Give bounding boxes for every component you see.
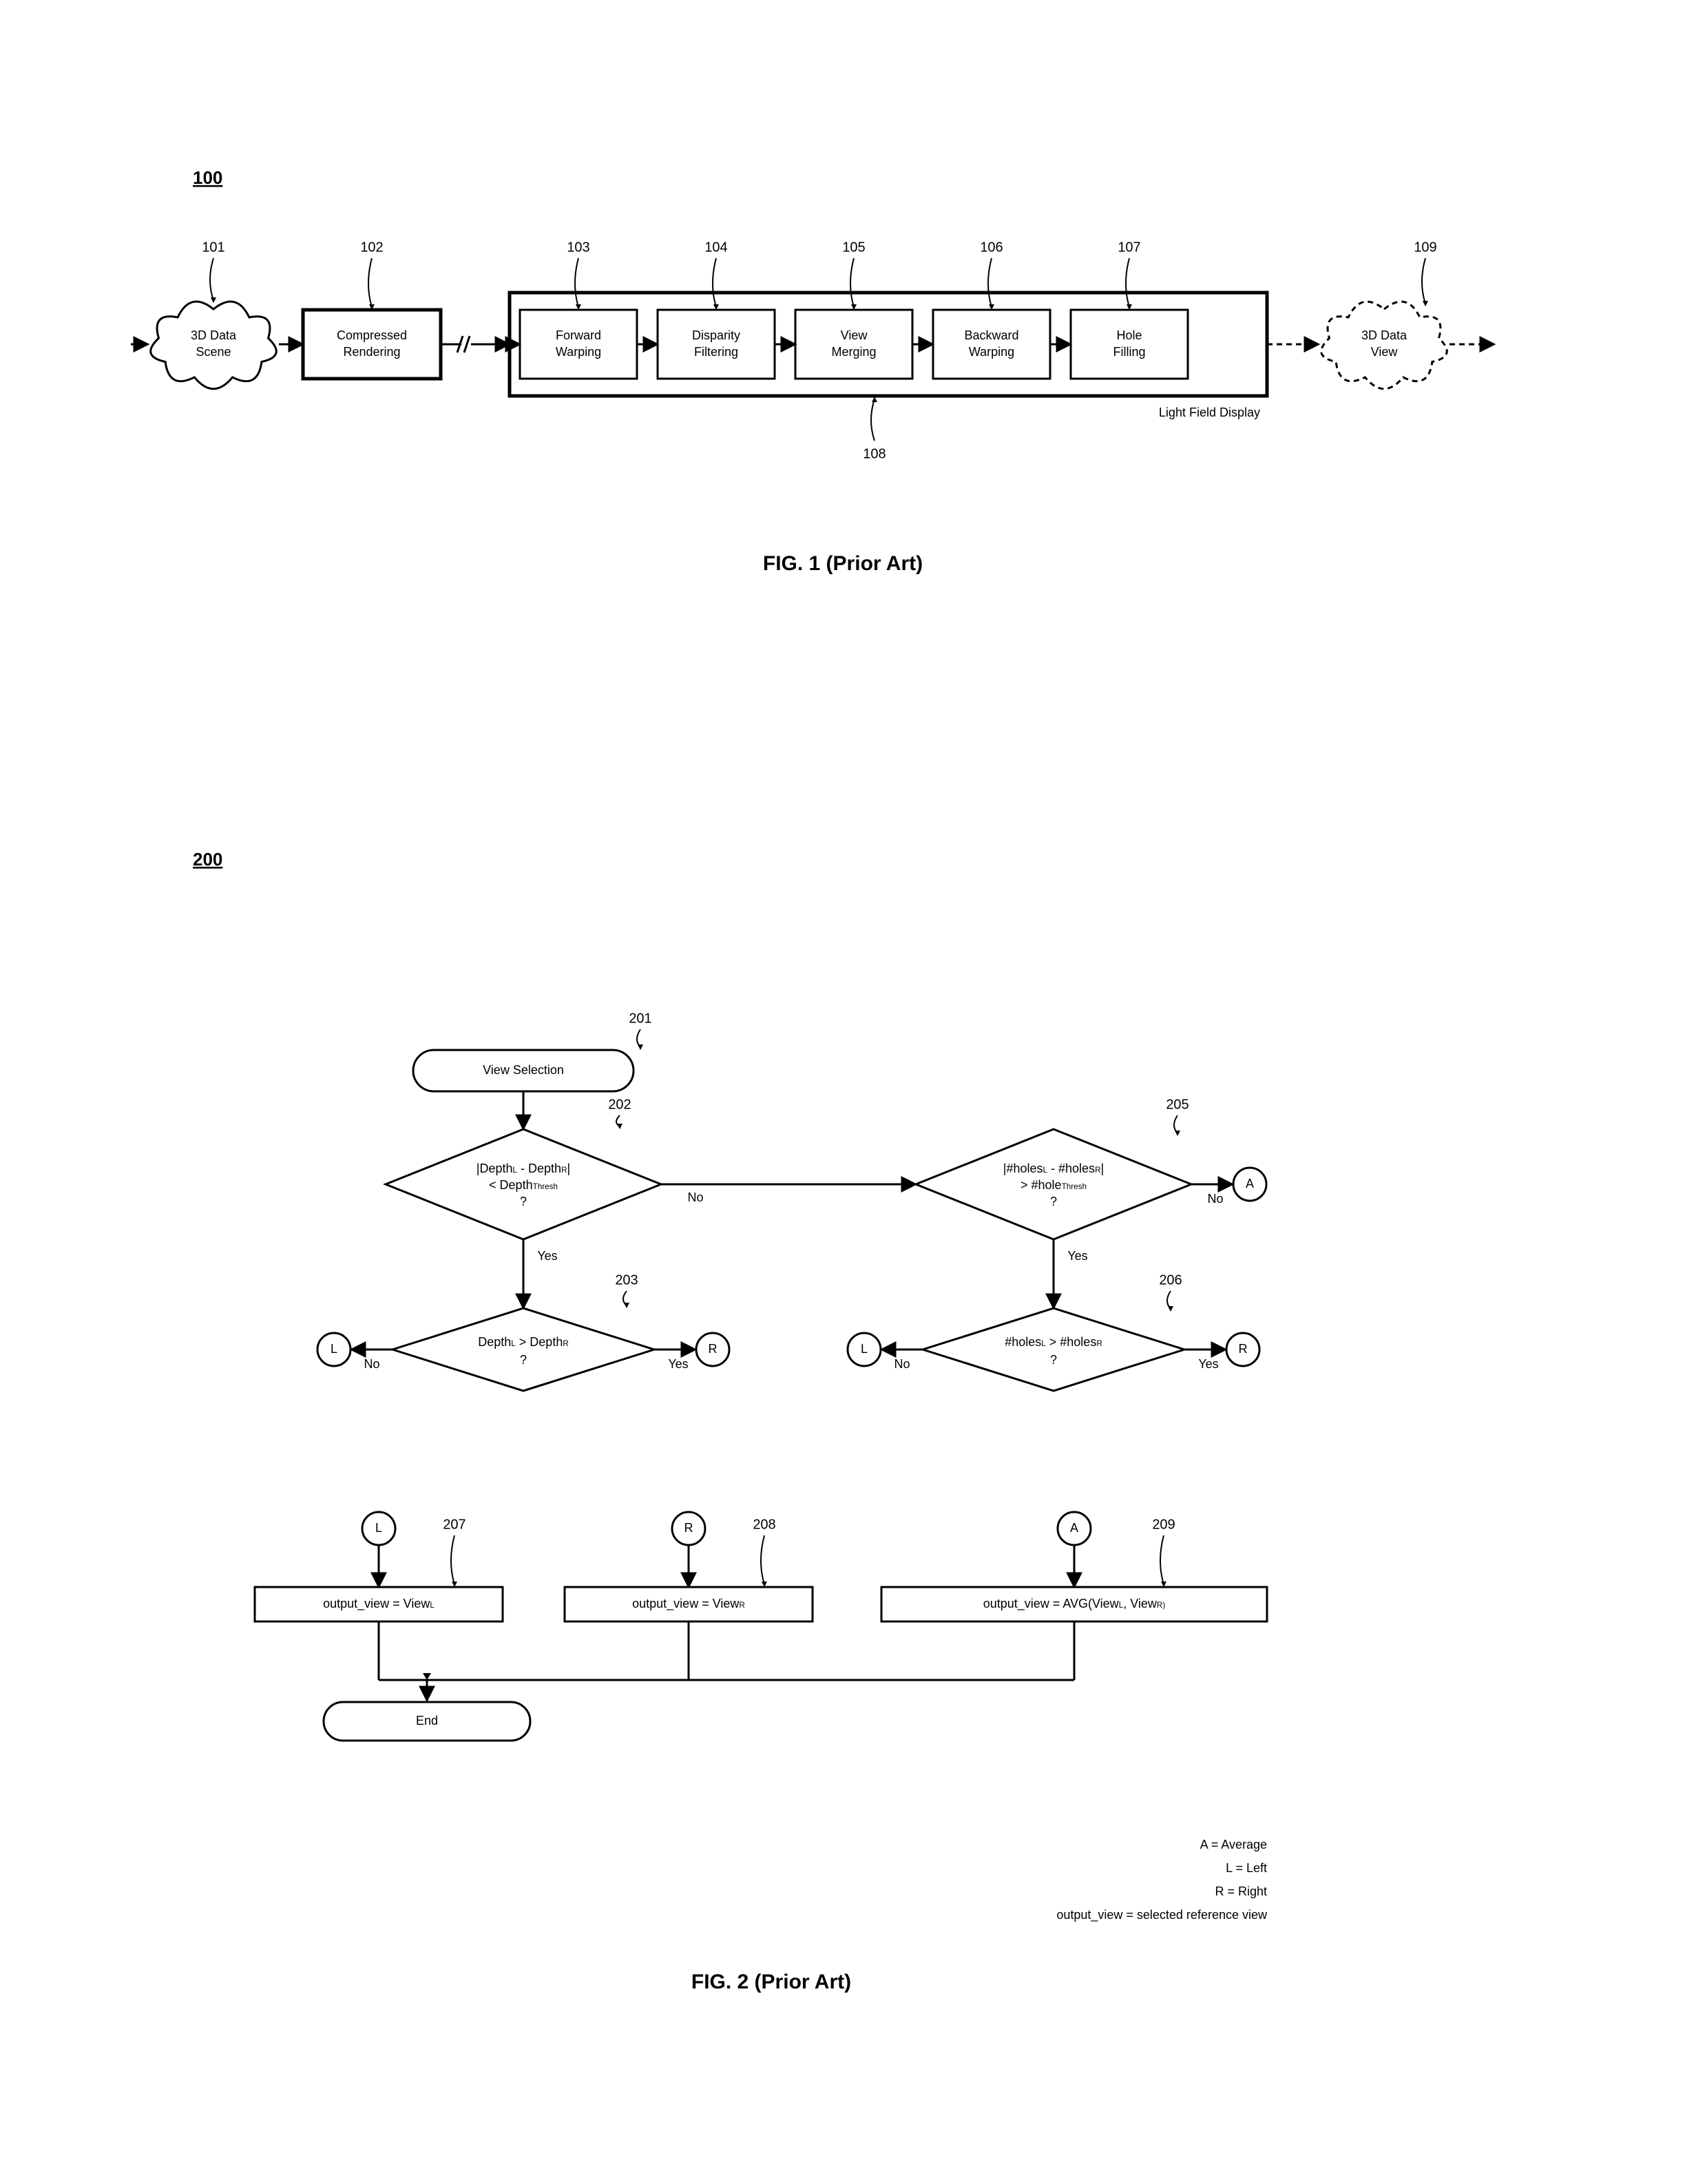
- svg-text:R: R: [1239, 1342, 1248, 1356]
- svg-text:A = Average: A = Average: [1200, 1838, 1267, 1851]
- svg-text:DepthL > DepthR: DepthL > DepthR: [478, 1335, 569, 1349]
- svg-text:Yes: Yes: [668, 1357, 688, 1371]
- svg-text:105: 105: [842, 240, 865, 255]
- svg-text:207: 207: [443, 1517, 465, 1532]
- svg-text:No: No: [894, 1357, 910, 1371]
- svg-text:205: 205: [1166, 1097, 1189, 1112]
- svg-text:Forward: Forward: [556, 328, 601, 342]
- svg-text:206: 206: [1159, 1272, 1182, 1288]
- svg-text:output_view = ViewL: output_view = ViewL: [323, 1597, 435, 1611]
- svg-text:No: No: [364, 1357, 379, 1371]
- svg-text:FIG. 1 (Prior Art): FIG. 1 (Prior Art): [763, 552, 923, 575]
- svg-text:Backward: Backward: [964, 328, 1018, 342]
- svg-text:100: 100: [193, 167, 222, 188]
- svg-text:output_view = AVG(ViewL, ViewR: output_view = AVG(ViewL, ViewR): [983, 1597, 1166, 1611]
- svg-text:View: View: [841, 328, 868, 342]
- svg-text:No: No: [1207, 1192, 1223, 1206]
- svg-text:Merging: Merging: [831, 345, 876, 359]
- svg-text:L: L: [375, 1521, 382, 1535]
- svg-text:Hole: Hole: [1116, 328, 1142, 342]
- svg-text:202: 202: [608, 1097, 631, 1112]
- svg-text:FIG. 2 (Prior Art): FIG. 2 (Prior Art): [691, 1971, 851, 1993]
- svg-text:End: End: [416, 1714, 438, 1728]
- svg-text:101: 101: [202, 240, 224, 255]
- svg-text:output_view = selected referen: output_view = selected reference view: [1056, 1908, 1268, 1922]
- svg-text:208: 208: [753, 1517, 775, 1532]
- svg-text:L = Left: L = Left: [1226, 1861, 1267, 1875]
- svg-text:R = Right: R = Right: [1215, 1884, 1267, 1898]
- svg-text:200: 200: [193, 849, 222, 870]
- svg-text:108: 108: [863, 446, 886, 461]
- svg-text:R: R: [709, 1342, 718, 1356]
- svg-text:|DepthL - DepthR|: |DepthL - DepthR|: [477, 1162, 570, 1175]
- svg-text:#holesL > #holesR: #holesL > #holesR: [1005, 1335, 1102, 1349]
- svg-text:Light Field Display: Light Field Display: [1159, 406, 1260, 419]
- svg-text:106: 106: [980, 240, 1003, 255]
- svg-text:Scene: Scene: [196, 345, 231, 359]
- svg-text:L: L: [331, 1342, 337, 1356]
- svg-text:View: View: [1371, 345, 1399, 359]
- svg-text:Disparity: Disparity: [692, 328, 740, 342]
- svg-text:104: 104: [704, 240, 727, 255]
- svg-text:3D Data: 3D Data: [1361, 328, 1407, 342]
- svg-text:View Selection: View Selection: [483, 1063, 564, 1077]
- svg-text:L: L: [861, 1342, 868, 1356]
- svg-text:Filling: Filling: [1113, 345, 1145, 359]
- svg-text:Yes: Yes: [1067, 1249, 1087, 1263]
- svg-text:?: ?: [520, 1353, 527, 1367]
- svg-text:A: A: [1070, 1521, 1078, 1535]
- svg-text:Compressed: Compressed: [337, 328, 407, 342]
- svg-text:109: 109: [1414, 240, 1436, 255]
- svg-text:Warping: Warping: [556, 345, 601, 359]
- svg-text:?: ?: [520, 1195, 527, 1208]
- svg-text:107: 107: [1118, 240, 1140, 255]
- svg-text:102: 102: [360, 240, 383, 255]
- svg-text:103: 103: [567, 240, 589, 255]
- svg-text:Rendering: Rendering: [343, 345, 400, 359]
- svg-text:Filtering: Filtering: [694, 345, 738, 359]
- svg-text:?: ?: [1050, 1195, 1057, 1208]
- svg-text:Yes: Yes: [1198, 1357, 1218, 1371]
- svg-text:output_view = ViewR: output_view = ViewR: [632, 1597, 745, 1611]
- svg-text:201: 201: [629, 1011, 651, 1026]
- svg-text:?: ?: [1050, 1353, 1057, 1367]
- svg-text:Warping: Warping: [969, 345, 1014, 359]
- svg-text:No: No: [687, 1190, 703, 1204]
- svg-text:3D Data: 3D Data: [191, 328, 237, 342]
- svg-text:203: 203: [615, 1272, 638, 1288]
- svg-text:R: R: [684, 1521, 693, 1535]
- svg-text:A: A: [1246, 1177, 1254, 1190]
- svg-text:209: 209: [1152, 1517, 1175, 1532]
- svg-text:|#holesL - #holesR|: |#holesL - #holesR|: [1003, 1162, 1104, 1175]
- svg-text:Yes: Yes: [537, 1249, 557, 1263]
